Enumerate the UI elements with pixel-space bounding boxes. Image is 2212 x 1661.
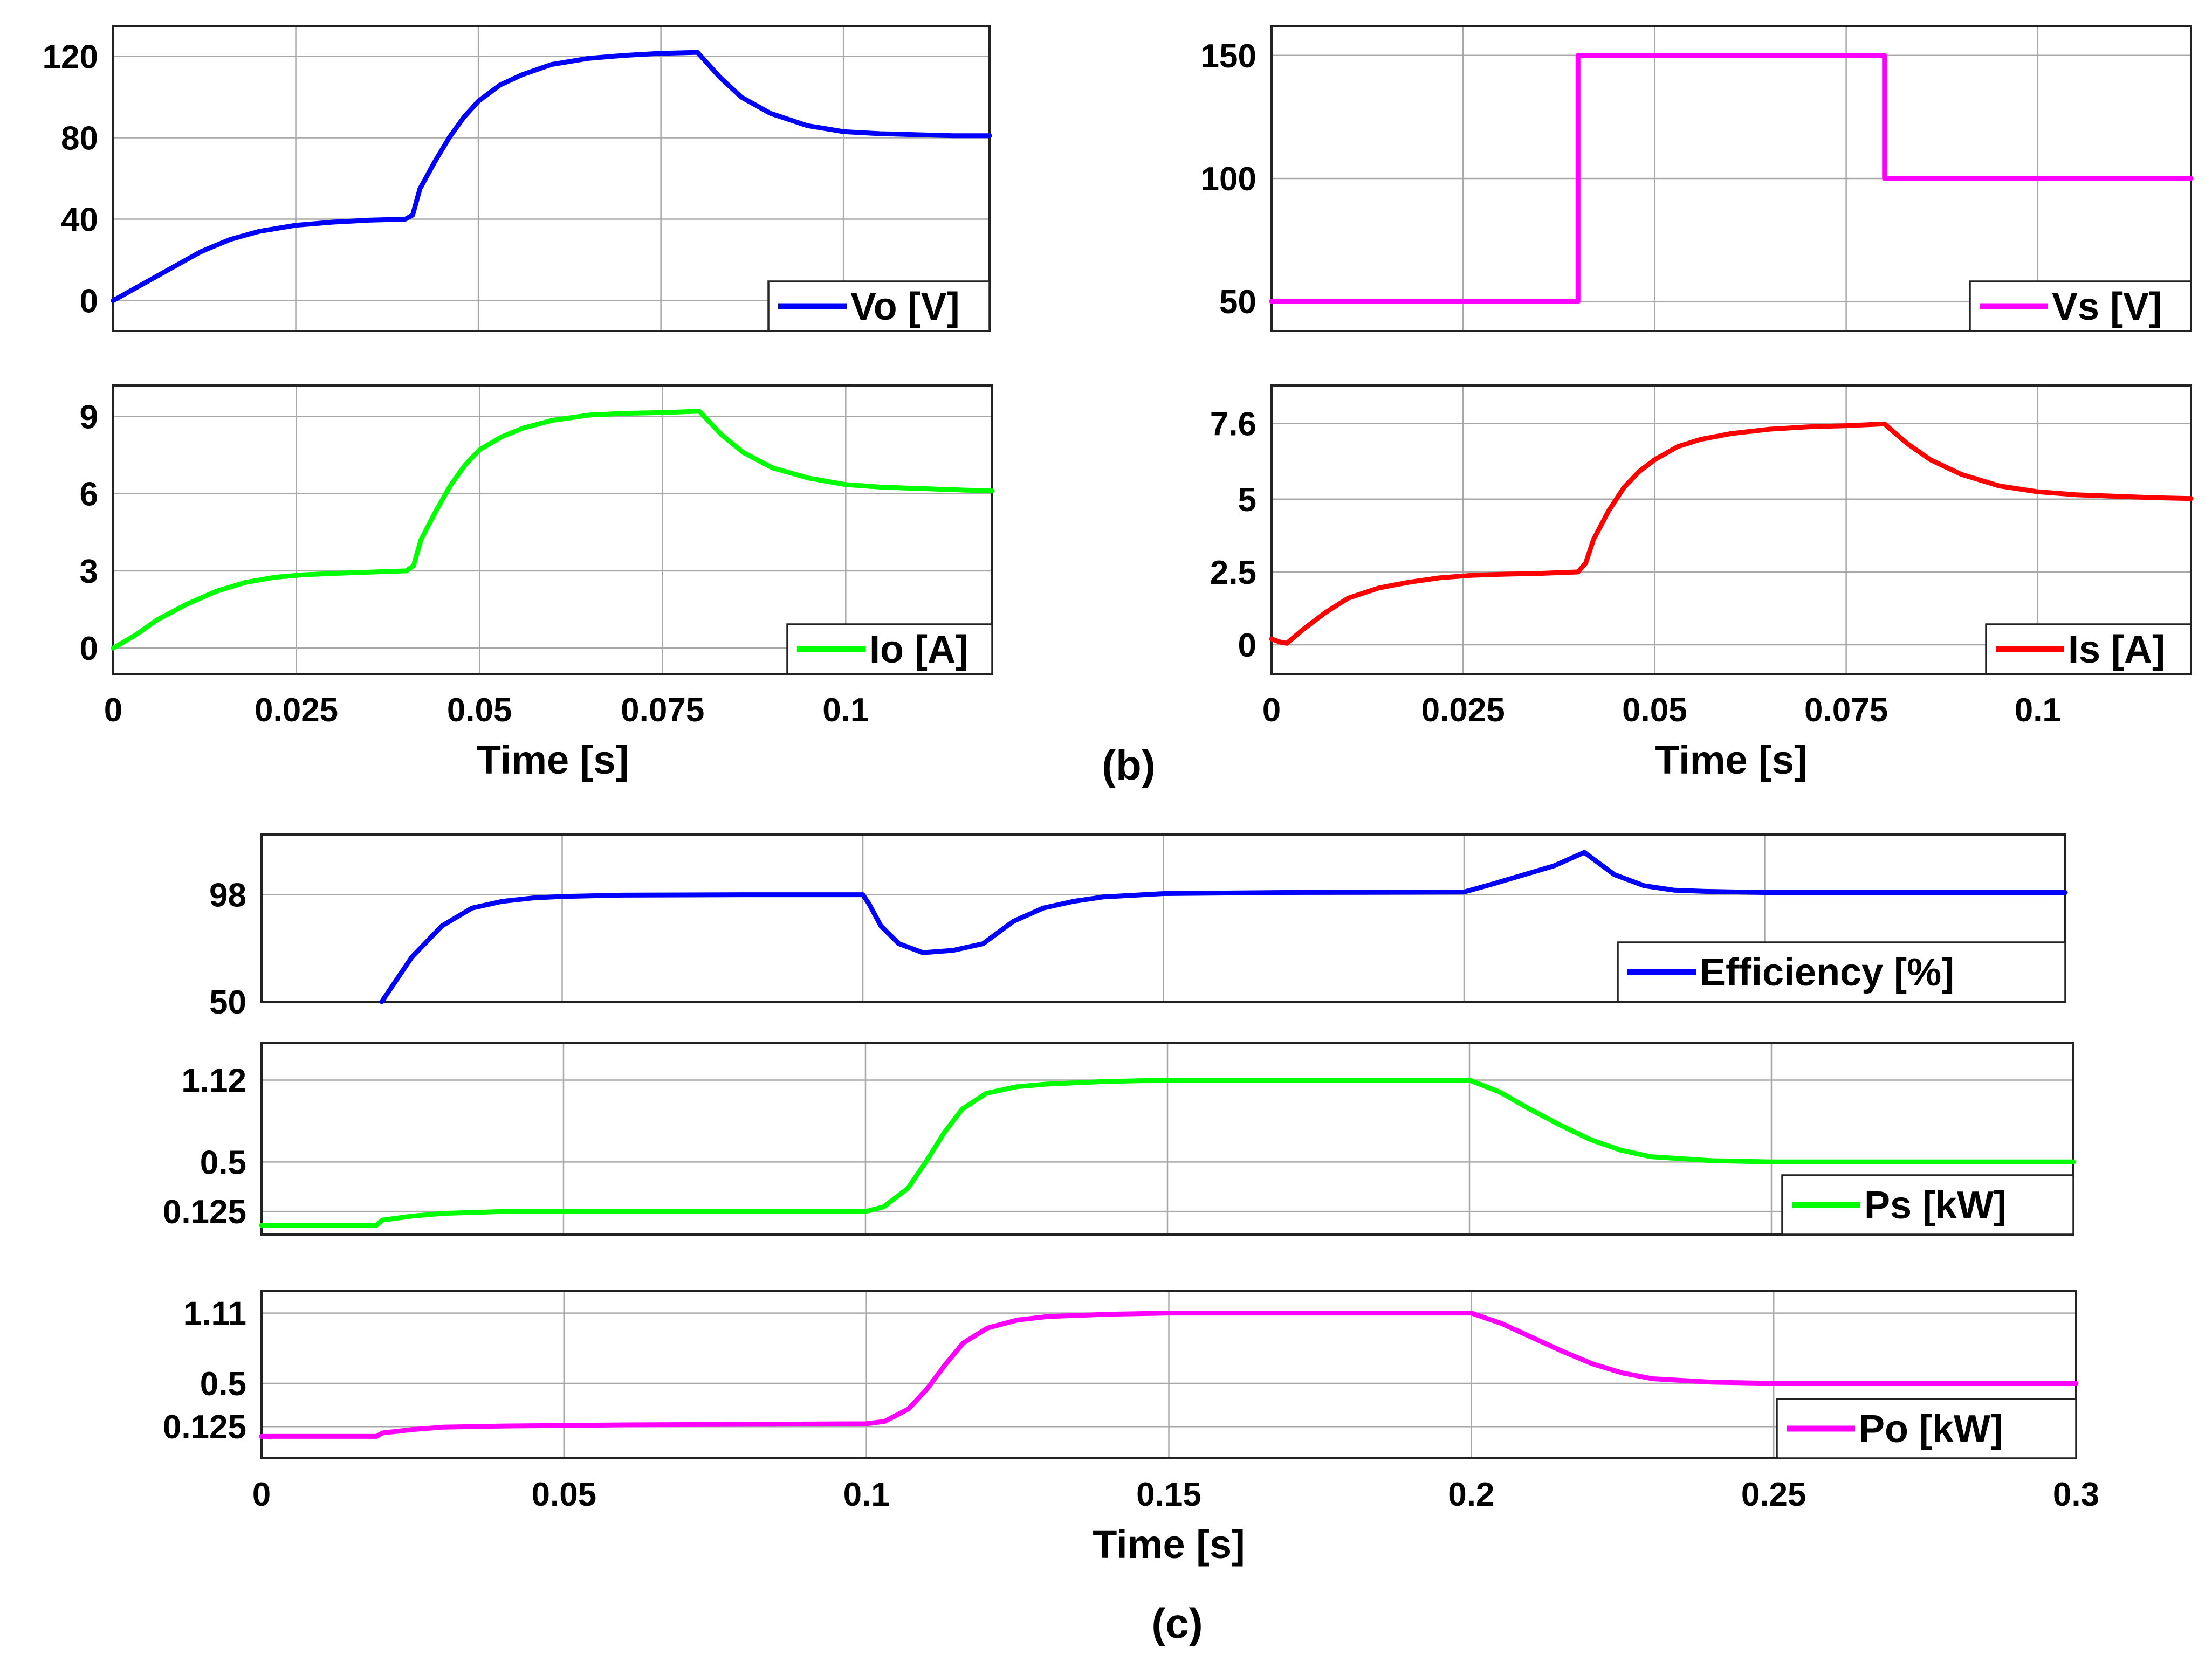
efficiency-ytick-label: 98 — [209, 877, 246, 914]
io-xtick-label: 0.075 — [621, 692, 704, 729]
efficiency-series-line — [379, 850, 2068, 1004]
chart-vs: 50 100 150 Vs [V] — [1201, 25, 2194, 332]
vo-axes-box — [112, 25, 991, 332]
vo-series-line — [111, 50, 992, 303]
chart-is: 0 0.025 0.05 0.075 0.1 0 2.5 5 7.6 Is [A] Time [s] — [1210, 384, 2194, 782]
vs-ytick-label: 50 — [1219, 284, 1256, 321]
is-ytick-label: 2.5 — [1210, 554, 1256, 591]
caption-c: (c) — [1151, 1600, 1203, 1647]
po-xtick-label: 0.05 — [531, 1476, 596, 1513]
efficiency-axes-box — [260, 833, 2066, 1003]
efficiency-legend-label: Efficiency [%] — [1700, 951, 1954, 994]
po-xtick-label: 0.2 — [1448, 1476, 1494, 1513]
io-legend: Io [A] — [786, 623, 993, 675]
po-ytick-label: 1.11 — [183, 1295, 246, 1333]
is-ytick-label: 5 — [1238, 481, 1256, 519]
chart-io: 0 0.025 0.05 0.075 0.1 0 3 6 9 Io [A] Time [s] — [80, 384, 995, 782]
is-xtick-label: 0.1 — [2015, 692, 2061, 729]
is-legend-label: Is [A] — [2068, 628, 2165, 671]
po-xtick-label: 0.25 — [1741, 1476, 1806, 1513]
is-xtick-label: 0.05 — [1622, 692, 1687, 729]
is-x-axis-label: Time [s] — [1655, 738, 1807, 782]
io-ytick-label: 3 — [80, 553, 98, 590]
po-ytick-label: 0.125 — [163, 1409, 246, 1446]
io-axes-box — [112, 384, 993, 675]
vo-ytick-label: 120 — [43, 39, 98, 76]
vo-legend: Vo [V] — [767, 280, 991, 332]
ps-legend: Ps [kW] — [1781, 1174, 2074, 1236]
is-series-line — [1269, 421, 2194, 646]
po-xtick-label: 0.1 — [843, 1476, 890, 1513]
po-x-axis-label: Time [s] — [1093, 1522, 1245, 1567]
ps-legend-label: Ps [kW] — [1864, 1184, 2007, 1227]
po-legend: Po [kW] — [1776, 1398, 2077, 1459]
vs-legend: Vs [V] — [1969, 280, 2192, 332]
ps-axes-box — [260, 1042, 2074, 1236]
po-xtick-label: 0 — [252, 1476, 271, 1513]
chart-efficiency: 50 98 Efficiency [%] — [209, 833, 2068, 1021]
po-legend-label: Po [kW] — [1859, 1408, 2003, 1451]
po-series-line — [259, 1311, 2079, 1439]
caption-b: (b) — [1102, 741, 1156, 789]
chart-po: 0 0.05 0.1 0.15 0.2 0.25 0.3 0.125 0.5 1.11 Po [kW… — [163, 1290, 2099, 1567]
is-legend: Is [A] — [1985, 623, 2192, 675]
io-series-line — [111, 409, 995, 651]
is-axes-box — [1270, 384, 2192, 675]
io-xtick-label: 0 — [104, 692, 122, 729]
ps-series-line — [259, 1078, 2076, 1228]
po-xtick-label: 0.15 — [1136, 1476, 1201, 1513]
po-ytick-label: 0.5 — [200, 1366, 246, 1403]
io-legend-label: Io [A] — [869, 628, 968, 671]
po-axes-box — [260, 1290, 2077, 1459]
ps-ytick-label: 0.125 — [163, 1194, 246, 1231]
ps-ytick-label: 1.12 — [181, 1063, 246, 1100]
is-xtick-label: 0 — [1262, 692, 1281, 729]
io-x-axis-label: Time [s] — [477, 738, 629, 782]
vs-series-line — [1269, 53, 2194, 304]
vo-ytick-label: 80 — [61, 120, 98, 157]
vs-ytick-label: 150 — [1201, 38, 1256, 75]
io-ytick-label: 9 — [80, 398, 98, 436]
vo-legend-label: Vo [V] — [850, 285, 960, 328]
is-ytick-label: 0 — [1238, 627, 1256, 664]
chart-ps: 0.125 0.5 1.12 Ps [kW] — [163, 1042, 2076, 1236]
is-xtick-label: 0.075 — [1804, 692, 1888, 729]
io-xtick-label: 0.1 — [822, 692, 869, 729]
ps-ytick-label: 0.5 — [200, 1144, 246, 1181]
efficiency-legend: Efficiency [%] — [1617, 941, 2066, 1003]
vs-legend-box — [1969, 280, 2192, 332]
po-xtick-label: 0.3 — [2053, 1476, 2099, 1513]
is-ytick-label: 7.6 — [1210, 405, 1256, 443]
efficiency-ytick-label: 50 — [209, 984, 246, 1021]
io-xtick-label: 0.05 — [447, 692, 512, 729]
is-xtick-label: 0.025 — [1421, 692, 1505, 729]
vo-ytick-label: 40 — [61, 201, 98, 238]
vs-ytick-label: 100 — [1201, 161, 1256, 198]
chart-vo: 0 40 80 120 Vo [V] — [43, 25, 992, 332]
io-xtick-label: 0.025 — [255, 692, 338, 729]
io-ytick-label: 0 — [80, 630, 98, 667]
vo-ytick-label: 0 — [80, 282, 98, 320]
vs-legend-label: Vs [V] — [2052, 285, 2162, 328]
io-ytick-label: 6 — [80, 476, 98, 513]
